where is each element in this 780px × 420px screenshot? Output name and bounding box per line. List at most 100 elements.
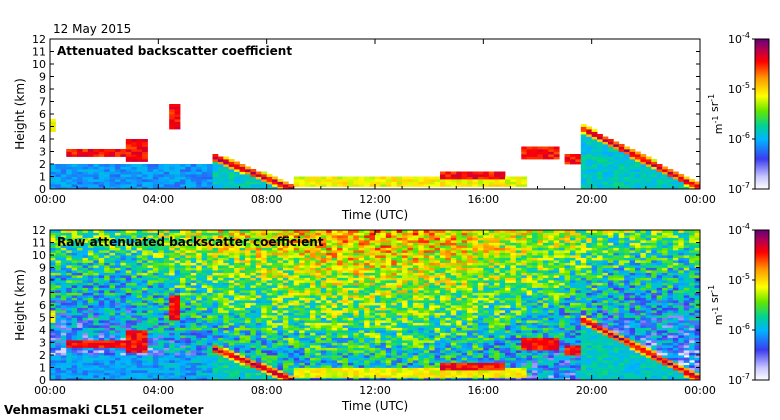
heat-cell — [326, 235, 333, 238]
heat-cell — [250, 352, 257, 356]
heat-cell — [261, 265, 268, 268]
heat-cell — [239, 317, 246, 321]
heat-cell — [115, 237, 121, 241]
heat-cell — [250, 320, 257, 323]
heat-cell — [445, 176, 452, 180]
heat-cell — [147, 375, 154, 378]
heat-cell — [152, 292, 159, 296]
heat-cell — [272, 245, 278, 248]
heat-cell — [120, 362, 127, 366]
heat-cell — [320, 179, 327, 182]
heat-cell — [120, 282, 127, 286]
heat-cell — [93, 255, 100, 258]
heat-cell — [293, 267, 300, 271]
heat-cell — [228, 252, 235, 256]
heat-cell — [163, 169, 170, 172]
heat-cell — [180, 257, 186, 261]
heat-cell — [315, 232, 322, 236]
heat-cell — [277, 181, 284, 185]
heat-cell — [375, 235, 381, 238]
heat-cell — [255, 257, 262, 261]
heat-cell — [375, 285, 381, 288]
heat-cell — [120, 179, 127, 182]
heat-cell — [375, 342, 381, 346]
heat-cell — [55, 176, 62, 180]
heat-cell — [104, 164, 110, 167]
heat-cell — [310, 184, 316, 187]
heat-cell — [201, 285, 208, 288]
heat-cell — [190, 171, 197, 175]
heat-cell — [640, 171, 647, 175]
heat-cell — [624, 181, 630, 185]
heat-cell — [245, 265, 251, 268]
heat-cell — [450, 179, 457, 182]
heat-cell — [353, 377, 360, 380]
heat-cell — [228, 242, 235, 246]
heat-cell — [304, 360, 311, 363]
heat-cell — [385, 342, 392, 346]
heat-cell — [380, 181, 387, 185]
heat-cell — [342, 232, 349, 236]
heat-cell — [60, 312, 67, 316]
heat-cell — [163, 230, 170, 233]
heat-cell — [375, 365, 381, 368]
heat-cell — [266, 235, 273, 238]
heat-cell — [212, 355, 219, 358]
heat-cell — [342, 252, 349, 256]
heat-cell — [331, 360, 338, 363]
heat-cell — [115, 285, 121, 288]
heat-cell — [142, 151, 148, 155]
heat-cell — [87, 245, 94, 248]
heat-cell — [212, 310, 219, 313]
heat-cell — [201, 230, 208, 233]
heat-cell — [212, 232, 219, 236]
heat-cell — [50, 232, 56, 236]
heat-cell — [104, 327, 110, 331]
heat-cell — [66, 372, 73, 376]
heat-cell — [310, 355, 316, 358]
heat-cell — [174, 370, 181, 373]
heat-cell — [342, 352, 349, 356]
heat-cell — [87, 305, 94, 308]
heat-cell — [120, 330, 127, 333]
heat-cell — [147, 292, 154, 296]
heat-cell — [607, 181, 614, 185]
heat-cell — [60, 327, 67, 331]
heat-cell — [98, 317, 105, 321]
heat-cell — [223, 250, 230, 253]
heat-cell — [152, 350, 159, 353]
heat-cell — [104, 367, 110, 371]
heat-cell — [375, 277, 381, 281]
heat-cell — [261, 327, 268, 331]
heat-cell — [207, 282, 213, 286]
heat-cell — [131, 312, 138, 316]
heat-cell — [217, 156, 224, 160]
heat-cell — [142, 176, 148, 180]
heat-cell — [461, 184, 468, 187]
heat-cell — [212, 367, 219, 371]
heat-cell — [277, 237, 284, 241]
heat-cell — [120, 352, 127, 356]
heat-cell — [358, 322, 365, 326]
heat-cell — [326, 327, 333, 331]
heat-cell — [239, 184, 246, 187]
heat-cell — [185, 307, 192, 311]
heat-cell — [142, 285, 148, 288]
heat-cell — [207, 342, 213, 346]
heat-cell — [326, 297, 333, 301]
heat-cell — [380, 330, 387, 333]
heat-cell — [304, 272, 311, 276]
heat-cell — [77, 357, 83, 361]
heat-cell — [266, 342, 273, 346]
heat-cell — [163, 370, 170, 373]
heat-cell — [293, 295, 300, 298]
heat-cell — [391, 332, 398, 336]
heat-cell — [375, 375, 381, 378]
heat-cell — [60, 365, 67, 368]
heat-cell — [326, 287, 333, 291]
heat-cell — [434, 179, 441, 182]
heat-cell — [50, 375, 56, 378]
heat-cell — [375, 255, 381, 258]
heat-cell — [217, 335, 224, 338]
heat-cell — [553, 156, 560, 160]
